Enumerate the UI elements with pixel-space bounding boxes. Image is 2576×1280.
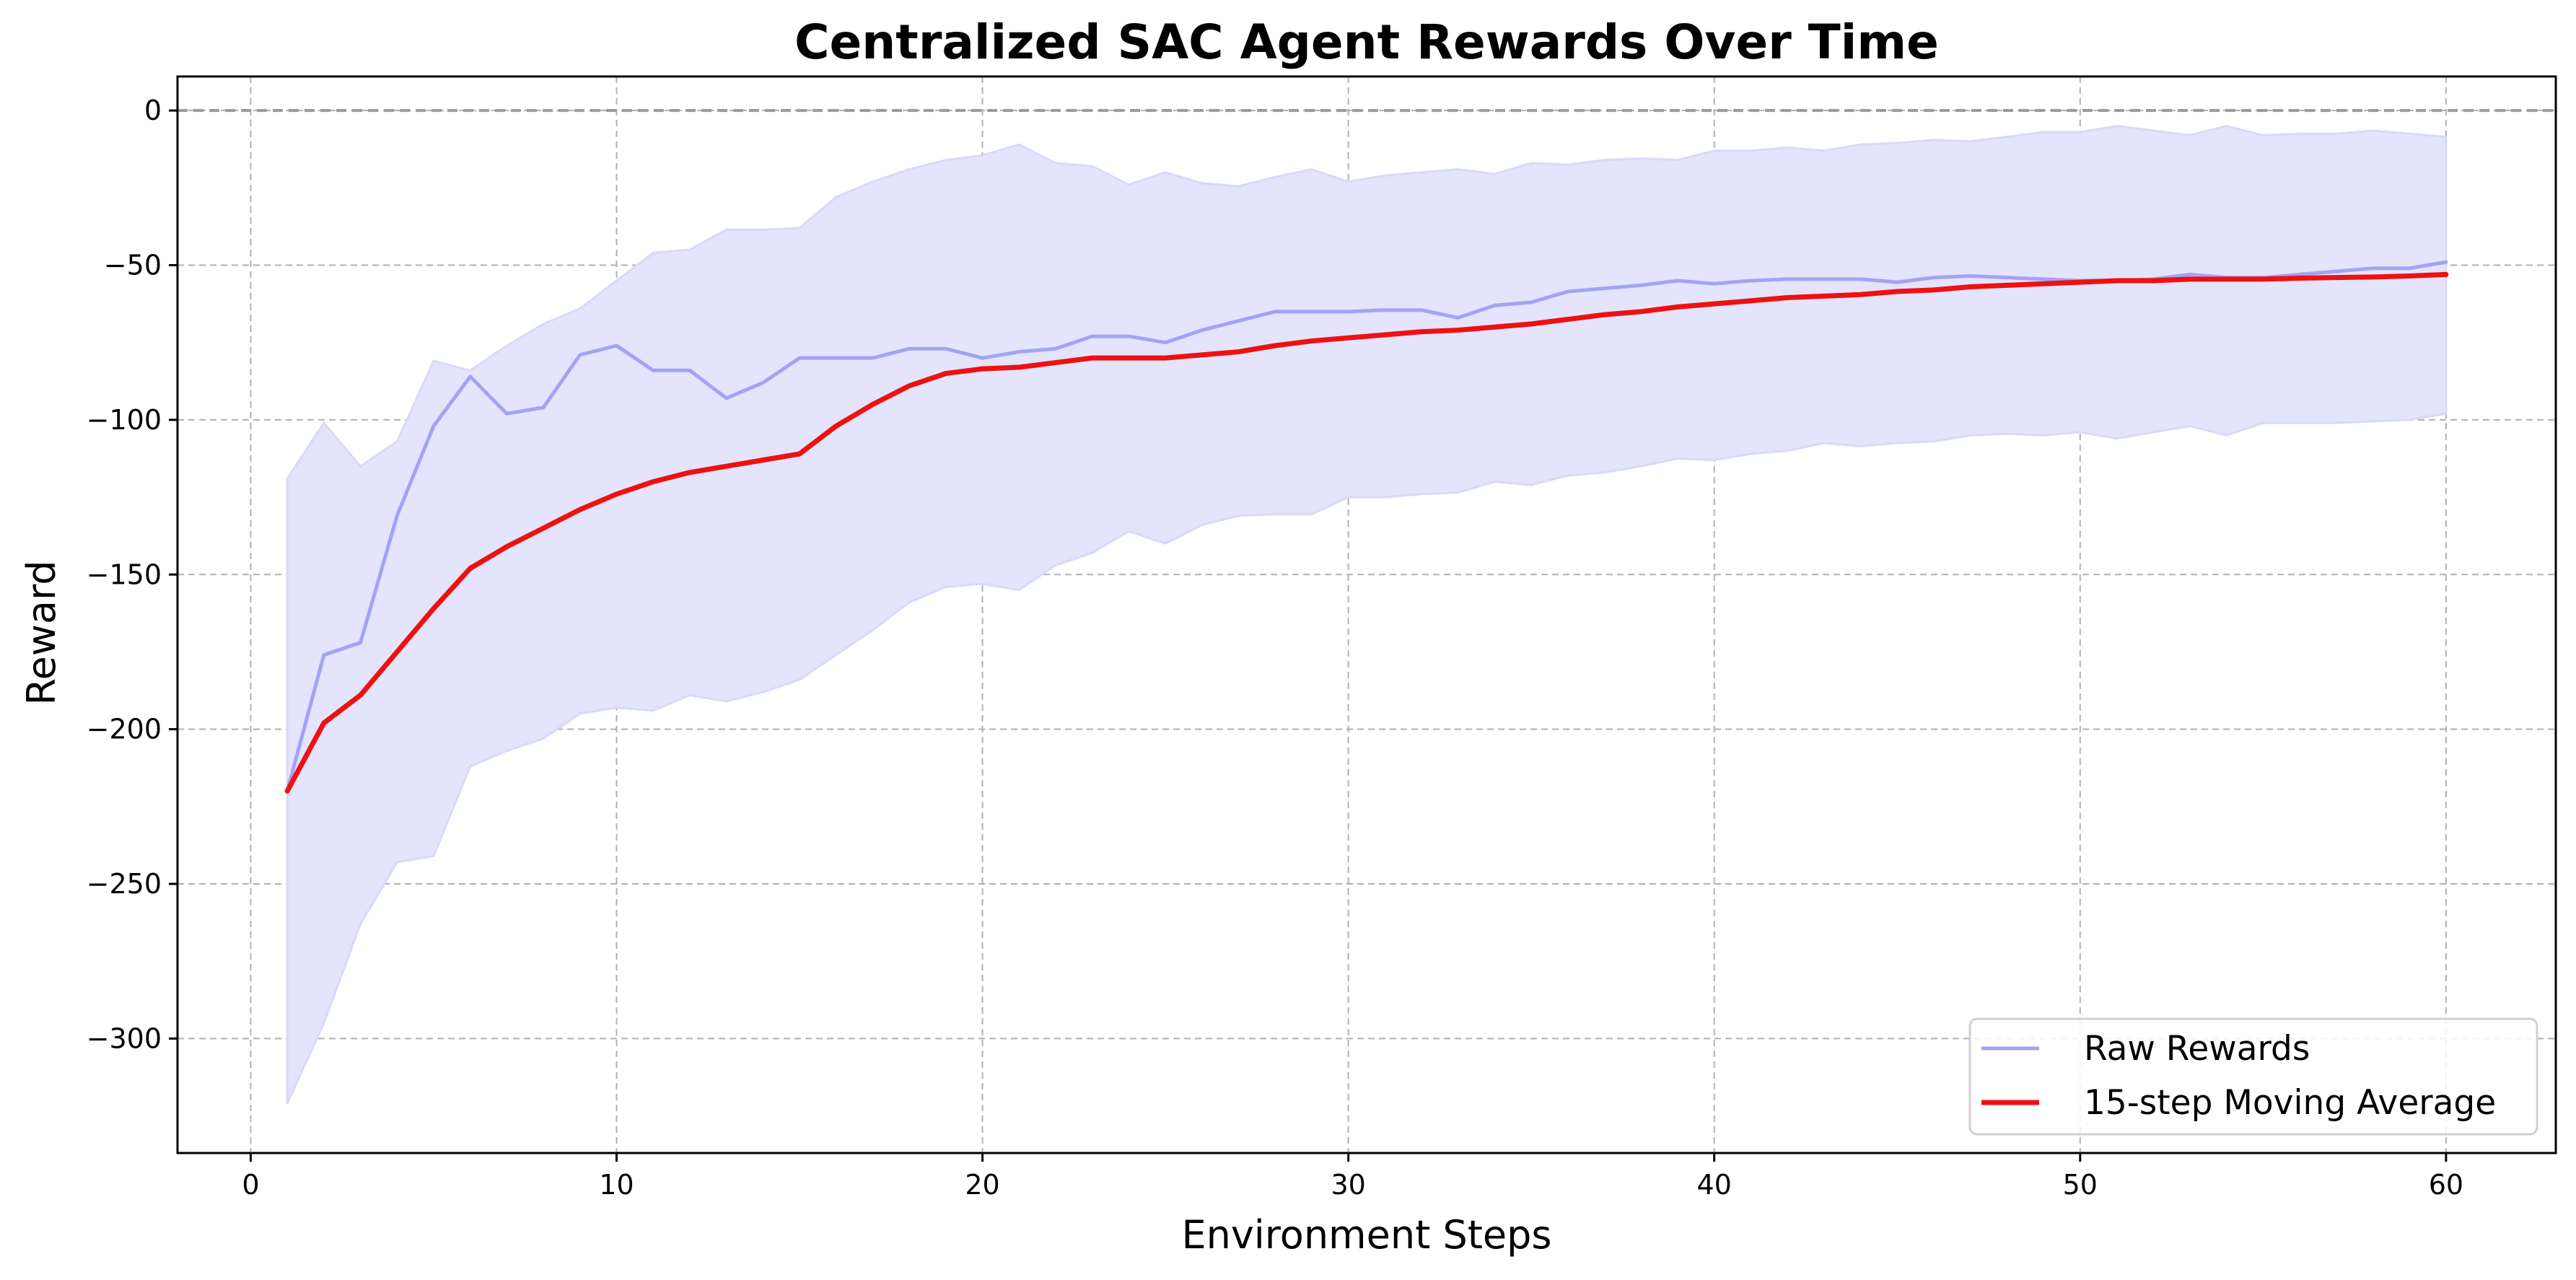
chart-title: Centralized SAC Agent Rewards Over Time xyxy=(794,14,1939,70)
legend: Raw Rewards 15-step Moving Average xyxy=(1968,1017,2538,1136)
plot-frame xyxy=(176,75,2557,1154)
x-tick-label: 30 xyxy=(1331,1169,1365,1201)
y-tick-label: −200 xyxy=(87,714,162,745)
raw-rewards-range-band xyxy=(286,125,2448,1105)
series-layer xyxy=(284,260,2449,794)
x-axis-label: Environment Steps xyxy=(1181,1212,1551,1258)
y-tick-label: −150 xyxy=(87,558,162,590)
x-tick-label: 0 xyxy=(242,1169,259,1201)
y-axis-label: Reward xyxy=(19,560,64,705)
y-tick-label: −50 xyxy=(104,250,162,281)
y-tick-label: −250 xyxy=(87,868,162,900)
y-tick-label: −100 xyxy=(87,404,162,436)
legend-box xyxy=(1968,1017,2538,1136)
moving-average-line xyxy=(284,271,2449,794)
y-tick-label: −300 xyxy=(87,1022,162,1054)
legend-label-moving-average: 15-step Moving Average xyxy=(2084,1083,2496,1123)
x-tick-label: 10 xyxy=(599,1169,634,1201)
x-tick-label: 50 xyxy=(2063,1169,2098,1201)
x-tick-label: 40 xyxy=(1697,1169,1732,1201)
band-layer xyxy=(286,125,2448,1105)
legend-label-raw-rewards: Raw Rewards xyxy=(2084,1029,2310,1069)
x-tick-label: 60 xyxy=(2429,1169,2463,1201)
ticks-layer: 0 10 20 30 40 50 60 0 −50 −100 −150 −200 −250 −300 xyxy=(87,95,2463,1201)
x-tick-label: 20 xyxy=(965,1169,999,1201)
y-tick-label: 0 xyxy=(144,95,162,126)
